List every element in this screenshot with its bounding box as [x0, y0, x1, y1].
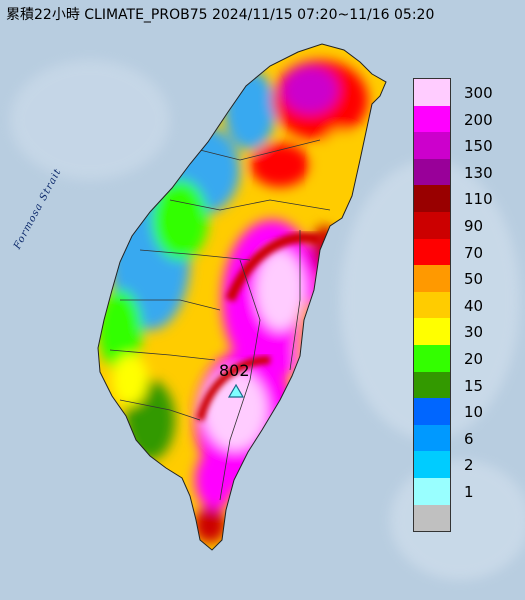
legend-label: 30	[464, 323, 484, 342]
legend-swatch	[414, 79, 450, 106]
legend-label: 40	[464, 296, 484, 315]
legend-swatch	[414, 344, 450, 372]
legend-label: 110	[464, 190, 493, 209]
legend-swatch	[414, 398, 450, 425]
legend-label: 150	[464, 137, 493, 156]
legend-swatch	[414, 158, 450, 186]
map-title: 累積22小時 CLIMATE_PROB75 2024/11/15 07:20~1…	[6, 7, 435, 23]
legend-swatch	[414, 211, 450, 239]
legend-swatch	[414, 265, 450, 292]
rainfall-legend	[413, 78, 451, 533]
legend-swatch	[414, 424, 450, 452]
legend-label: 130	[464, 163, 493, 182]
legend-swatch	[414, 504, 450, 532]
legend-label: 70	[464, 243, 484, 262]
legend-label: 300	[464, 84, 493, 102]
coastline	[97, 43, 387, 551]
legend-swatch	[414, 291, 450, 319]
legend-label: 15	[464, 376, 484, 395]
legend-swatch	[414, 371, 450, 399]
county-boundaries	[109, 139, 331, 501]
legend-label: 10	[464, 403, 484, 422]
legend-swatch	[414, 477, 450, 505]
legend-swatch	[414, 451, 450, 478]
legend-swatch	[414, 318, 450, 345]
legend-label: 6	[464, 429, 474, 448]
legend-label: 90	[464, 217, 484, 235]
legend-label: 200	[464, 110, 493, 129]
legend-label: 1	[464, 483, 474, 501]
max-rainfall-value: 802	[219, 361, 250, 380]
legend-label: 2	[464, 456, 474, 475]
max-rainfall-triangle-icon	[227, 383, 245, 398]
legend-swatch	[414, 132, 450, 159]
legend-swatch	[414, 105, 450, 133]
legend-label: 50	[464, 270, 484, 289]
legend-swatch	[414, 238, 450, 266]
legend-swatch	[414, 185, 450, 212]
legend-label: 20	[464, 350, 484, 368]
